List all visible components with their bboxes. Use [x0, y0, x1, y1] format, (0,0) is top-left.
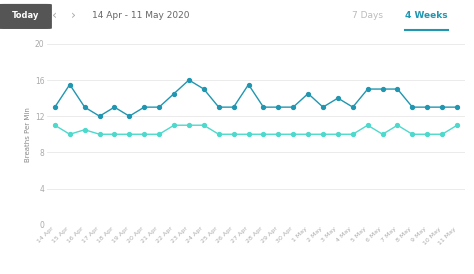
Sleep Avg — [97, 115, 102, 118]
Awake Avg — [410, 133, 415, 136]
Awake Avg — [216, 133, 221, 136]
Sleep Avg — [156, 105, 162, 109]
Awake Avg — [380, 133, 385, 136]
Awake Avg — [127, 133, 132, 136]
Awake Avg — [454, 124, 460, 127]
Awake Avg — [291, 133, 296, 136]
Awake Avg — [171, 124, 177, 127]
Awake Avg — [82, 128, 88, 131]
Text: ‹: ‹ — [52, 9, 57, 22]
Sleep Avg — [380, 87, 385, 91]
Sleep Avg — [439, 105, 445, 109]
Awake Avg — [320, 133, 326, 136]
Sleep Avg — [231, 105, 237, 109]
Awake Avg — [111, 133, 117, 136]
Sleep Avg — [454, 105, 460, 109]
Sleep Avg — [141, 105, 147, 109]
Awake Avg — [97, 133, 102, 136]
Awake Avg — [395, 124, 401, 127]
Sleep Avg — [201, 87, 207, 91]
Awake Avg — [305, 133, 311, 136]
Sleep Avg — [246, 83, 251, 86]
Line: Awake Avg: Awake Avg — [53, 123, 459, 136]
Awake Avg — [141, 133, 147, 136]
Awake Avg — [246, 133, 251, 136]
Awake Avg — [350, 133, 356, 136]
Sleep Avg — [275, 105, 281, 109]
Awake Avg — [424, 133, 430, 136]
Y-axis label: Breaths Per Min: Breaths Per Min — [25, 107, 31, 162]
Sleep Avg — [350, 105, 356, 109]
Awake Avg — [261, 133, 266, 136]
Awake Avg — [156, 133, 162, 136]
Sleep Avg — [186, 78, 192, 82]
Sleep Avg — [424, 105, 430, 109]
Sleep Avg — [305, 92, 311, 95]
Sleep Avg — [52, 105, 58, 109]
Awake Avg — [201, 124, 207, 127]
Sleep Avg — [216, 105, 221, 109]
Awake Avg — [67, 133, 73, 136]
Sleep Avg — [320, 105, 326, 109]
Text: Today: Today — [11, 11, 39, 20]
Text: 14 Apr - 11 May 2020: 14 Apr - 11 May 2020 — [92, 11, 190, 20]
Sleep Avg — [410, 105, 415, 109]
Text: 4 Weeks: 4 Weeks — [405, 11, 448, 20]
Line: Sleep Avg: Sleep Avg — [53, 78, 459, 118]
Text: 7 Days: 7 Days — [352, 11, 383, 20]
Sleep Avg — [395, 87, 401, 91]
Text: ›: › — [71, 9, 76, 22]
Awake Avg — [439, 133, 445, 136]
Sleep Avg — [335, 96, 341, 100]
FancyBboxPatch shape — [0, 5, 51, 28]
Awake Avg — [231, 133, 237, 136]
Sleep Avg — [111, 105, 117, 109]
Sleep Avg — [67, 83, 73, 86]
Sleep Avg — [261, 105, 266, 109]
Sleep Avg — [291, 105, 296, 109]
Sleep Avg — [365, 87, 371, 91]
Sleep Avg — [82, 105, 88, 109]
Awake Avg — [365, 124, 371, 127]
Awake Avg — [186, 124, 192, 127]
Sleep Avg — [127, 115, 132, 118]
Awake Avg — [275, 133, 281, 136]
Sleep Avg — [171, 92, 177, 95]
Awake Avg — [52, 124, 58, 127]
Awake Avg — [335, 133, 341, 136]
